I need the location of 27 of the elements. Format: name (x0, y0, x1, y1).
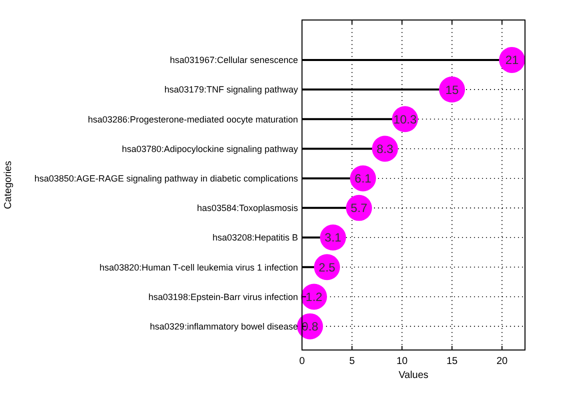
data-label: 1.2 (306, 290, 323, 304)
x-tick-label: 5 (349, 356, 356, 367)
y-tick-label: hsa03208:Hepatitis B (212, 232, 298, 243)
data-label: 6.1 (354, 172, 372, 186)
data-label: 0.8 (302, 320, 319, 334)
data-label: 10.3 (393, 112, 417, 126)
y-tick-label: hsa031967:Cellular senescence (170, 55, 298, 66)
y-axis-title: Categories (3, 160, 14, 210)
x-tick-label: 20 (496, 356, 508, 367)
x-axis-title: Values (398, 370, 428, 381)
y-tick-label: has03584:Toxoplasmosis (196, 203, 298, 214)
y-tick-label: hsa03286:Progesterone-mediated oocyte maturation (88, 114, 298, 124)
y-tick-label: hsa03179:TNF signaling pathway (164, 84, 298, 95)
data-label: 15 (445, 82, 459, 97)
data-label: 3.1 (324, 230, 342, 245)
x-tick-label: 0 (299, 356, 306, 367)
data-label: 8.3 (376, 142, 394, 156)
y-tick-label: hsa03850:AGE-RAGE signaling pathway in diabetic complications (34, 173, 298, 184)
y-tick-label: hsa0329:inflammatory bowel disease (150, 321, 298, 332)
data-label: 5.7 (350, 201, 368, 216)
y-tick-label: hsa03820:Human T-cell leukemia virus 1 infection (100, 262, 298, 272)
data-label: 21 (505, 53, 519, 68)
x-tick-label: 10 (396, 356, 408, 367)
y-tick-label: hsa03780:Adipocylockine signaling pathway (122, 144, 298, 154)
x-tick-label: 15 (446, 356, 458, 367)
y-tick-label: hsa03198:Epstein-Barr virus infection (148, 292, 298, 302)
data-label: 2.5 (318, 260, 336, 274)
